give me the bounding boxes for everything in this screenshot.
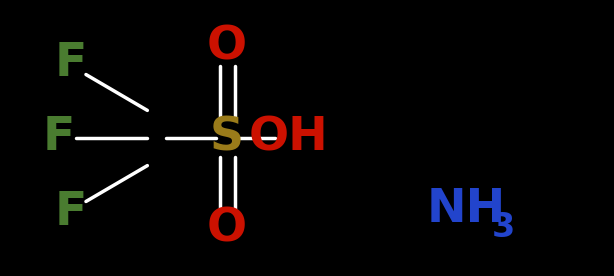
Text: 3: 3: [492, 211, 515, 244]
Text: F: F: [55, 190, 87, 235]
Text: NH: NH: [427, 187, 507, 232]
Text: F: F: [42, 115, 74, 161]
Text: S: S: [210, 115, 244, 161]
Text: OH: OH: [249, 115, 328, 161]
Text: O: O: [207, 206, 247, 252]
Text: O: O: [207, 24, 247, 70]
Text: F: F: [55, 41, 87, 86]
